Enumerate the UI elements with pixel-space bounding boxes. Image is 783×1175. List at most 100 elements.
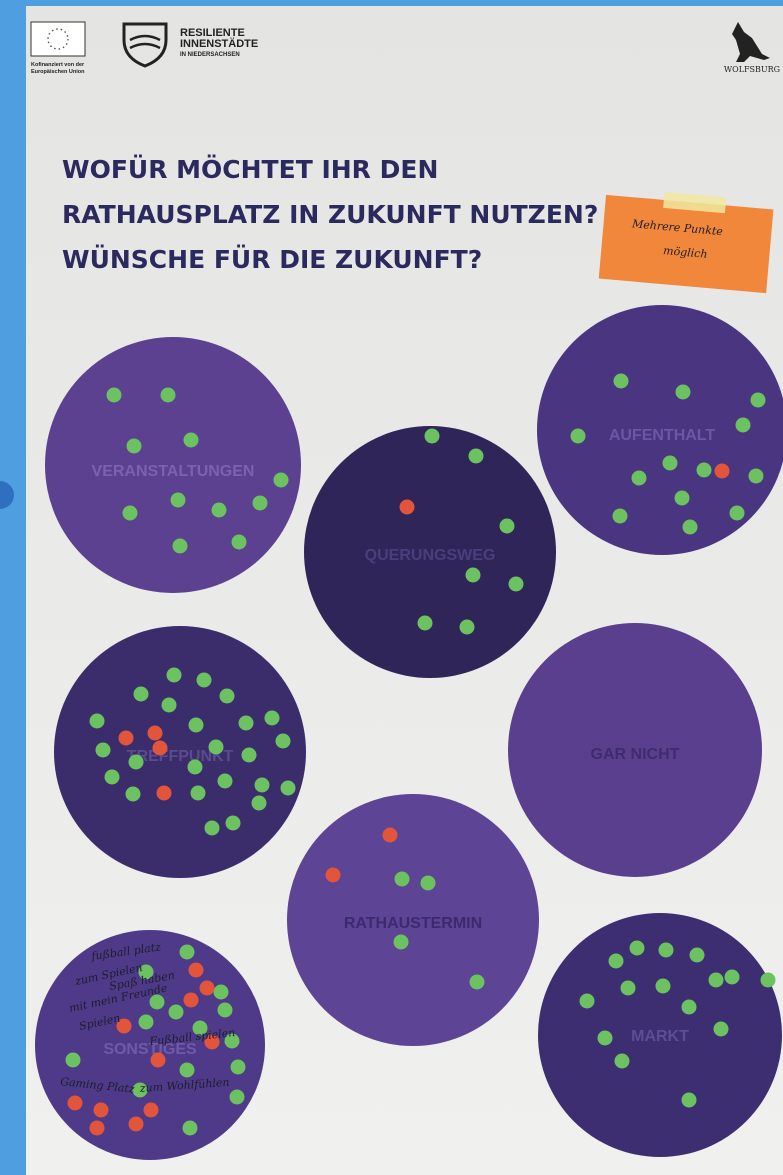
red-dot <box>68 1096 83 1111</box>
red-dot <box>148 726 163 741</box>
green-dot <box>421 876 436 891</box>
green-dot <box>613 509 628 524</box>
circle-group: VERANSTALTUNGEN <box>45 337 301 593</box>
red-dot <box>326 868 341 883</box>
eu-flag <box>31 22 85 56</box>
green-dot <box>218 1003 233 1018</box>
red-dot <box>153 741 168 756</box>
red-dot <box>184 993 199 1008</box>
red-dot <box>157 786 172 801</box>
circle-group: TREFFPUNKT <box>54 626 306 878</box>
title-line: RATHAUSPLATZ IN ZUKUNFT NUTZEN? <box>62 200 598 229</box>
green-dot <box>105 770 120 785</box>
red-dot <box>129 1117 144 1132</box>
green-dot <box>134 687 149 702</box>
green-dot <box>659 943 674 958</box>
green-dot <box>218 774 233 789</box>
green-dot <box>212 503 227 518</box>
green-dot <box>180 945 195 960</box>
green-dot <box>230 1090 245 1105</box>
green-dot <box>242 748 257 763</box>
green-dot <box>697 463 712 478</box>
green-dot <box>209 740 224 755</box>
green-dot <box>126 787 141 802</box>
green-dot <box>751 393 766 408</box>
red-dot <box>90 1121 105 1136</box>
green-dot <box>615 1054 630 1069</box>
circle-group: QUERUNGSWEG <box>304 426 556 678</box>
green-dot <box>632 471 647 486</box>
green-dot <box>167 668 182 683</box>
green-dot <box>580 994 595 1009</box>
green-dot <box>395 872 410 887</box>
green-dot <box>226 816 241 831</box>
green-dot <box>239 716 254 731</box>
green-dot <box>500 519 515 534</box>
title-line: WÜNSCHE FÜR DIE ZUKUNFT? <box>62 244 482 274</box>
green-dot <box>161 388 176 403</box>
green-dot <box>139 1015 154 1030</box>
circle-group: MARKT <box>538 913 782 1157</box>
red-dot <box>119 731 134 746</box>
green-dot <box>466 568 481 583</box>
eu-note: Kofinanziert von der <box>31 62 85 68</box>
green-dot <box>736 418 751 433</box>
left-edge <box>0 0 26 1175</box>
green-dot <box>253 496 268 511</box>
green-dot <box>621 981 636 996</box>
topic-label: AUFENTHALT <box>609 427 716 444</box>
green-dot <box>598 1031 613 1046</box>
green-dot <box>231 1060 246 1075</box>
red-dot <box>715 464 730 479</box>
green-dot <box>509 577 524 592</box>
circle-group: GAR NICHT <box>508 623 762 877</box>
green-dot <box>188 760 203 775</box>
green-dot <box>96 743 111 758</box>
green-dot <box>205 821 220 836</box>
green-dot <box>232 535 247 550</box>
topic-label: MARKT <box>631 1028 689 1045</box>
top-edge <box>0 0 783 6</box>
green-dot <box>214 985 229 1000</box>
green-dot <box>609 954 624 969</box>
green-dot <box>127 439 142 454</box>
green-dot <box>749 469 764 484</box>
green-dot <box>183 1121 198 1136</box>
green-dot <box>656 979 671 994</box>
title-line: WOFÜR MÖCHTET IHR DEN <box>62 154 438 184</box>
green-dot <box>683 520 698 535</box>
green-dot <box>571 429 586 444</box>
topic-label: GAR NICHT <box>591 746 680 763</box>
red-dot <box>144 1103 159 1118</box>
green-dot <box>90 714 105 729</box>
green-dot <box>614 374 629 389</box>
green-dot <box>66 1053 81 1068</box>
green-dot <box>189 718 204 733</box>
green-dot <box>129 755 144 770</box>
green-dot <box>171 493 186 508</box>
logo-text: IN NIEDERSACHSEN <box>180 52 240 58</box>
green-dot <box>690 948 705 963</box>
green-dot <box>276 734 291 749</box>
poster-photo: Kofinanziert von der Europäischen Union … <box>0 0 783 1175</box>
green-dot <box>725 970 740 985</box>
green-dot <box>197 673 212 688</box>
green-dot <box>663 456 678 471</box>
circle-group: RATHAUSTERMIN <box>287 794 539 1046</box>
green-dot <box>180 1063 195 1078</box>
green-dot <box>730 506 745 521</box>
circle-group: AUFENTHALT <box>537 305 783 555</box>
green-dot <box>281 781 296 796</box>
topic-label: RATHAUSTERMIN <box>344 915 482 932</box>
red-dot <box>151 1053 166 1068</box>
red-dot <box>189 963 204 978</box>
topic-label: VERANSTALTUNGEN <box>92 463 255 480</box>
red-dot <box>94 1103 109 1118</box>
green-dot <box>173 539 188 554</box>
green-dot <box>418 616 433 631</box>
green-dot <box>162 698 177 713</box>
green-dot <box>255 778 270 793</box>
green-dot <box>714 1022 729 1037</box>
logo-text: INNENSTÄDTE <box>180 37 258 50</box>
red-dot <box>200 981 215 996</box>
